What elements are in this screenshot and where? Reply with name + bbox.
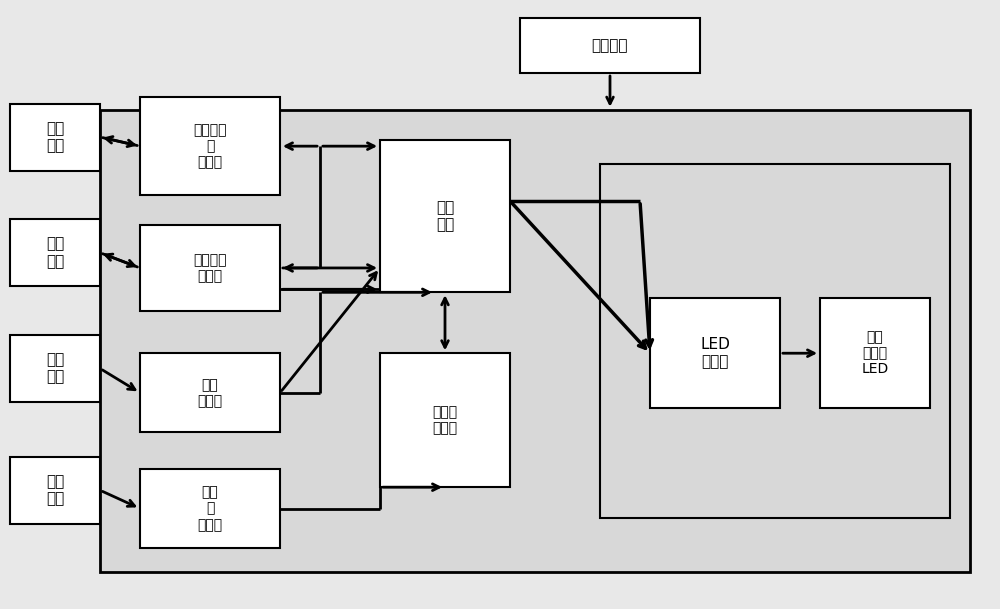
Text: 高亮
暖白光
LED: 高亮 暖白光 LED — [861, 330, 889, 376]
Text: LED
驱动器: LED 驱动器 — [700, 337, 730, 370]
FancyBboxPatch shape — [820, 298, 930, 408]
Text: 语音识
别芯片: 语音识 别芯片 — [432, 405, 458, 435]
FancyBboxPatch shape — [140, 353, 280, 432]
Text: 人体
红外: 人体 红外 — [46, 121, 64, 153]
Text: 手势
动作: 手势 动作 — [46, 236, 64, 269]
FancyBboxPatch shape — [650, 298, 780, 408]
FancyBboxPatch shape — [380, 353, 510, 487]
FancyBboxPatch shape — [10, 335, 100, 402]
FancyBboxPatch shape — [10, 219, 100, 286]
Text: 亮度
传感器: 亮度 传感器 — [197, 378, 223, 408]
FancyBboxPatch shape — [100, 110, 970, 572]
Text: 电源模块: 电源模块 — [592, 38, 628, 53]
FancyBboxPatch shape — [140, 97, 280, 195]
FancyBboxPatch shape — [140, 469, 280, 548]
Text: 声音
动作: 声音 动作 — [46, 474, 64, 507]
Text: 手势传感
器模块: 手势传感 器模块 — [193, 253, 227, 283]
Text: 光线
照射: 光线 照射 — [46, 352, 64, 385]
FancyBboxPatch shape — [600, 164, 950, 518]
Text: 驻极
体
拾音器: 驻极 体 拾音器 — [197, 485, 223, 532]
FancyBboxPatch shape — [140, 225, 280, 311]
Text: 人体红外
感
传感器: 人体红外 感 传感器 — [193, 123, 227, 169]
FancyBboxPatch shape — [10, 104, 100, 171]
FancyBboxPatch shape — [520, 18, 700, 73]
FancyBboxPatch shape — [10, 457, 100, 524]
FancyBboxPatch shape — [380, 140, 510, 292]
Text: 微处
理器: 微处 理器 — [436, 200, 454, 233]
